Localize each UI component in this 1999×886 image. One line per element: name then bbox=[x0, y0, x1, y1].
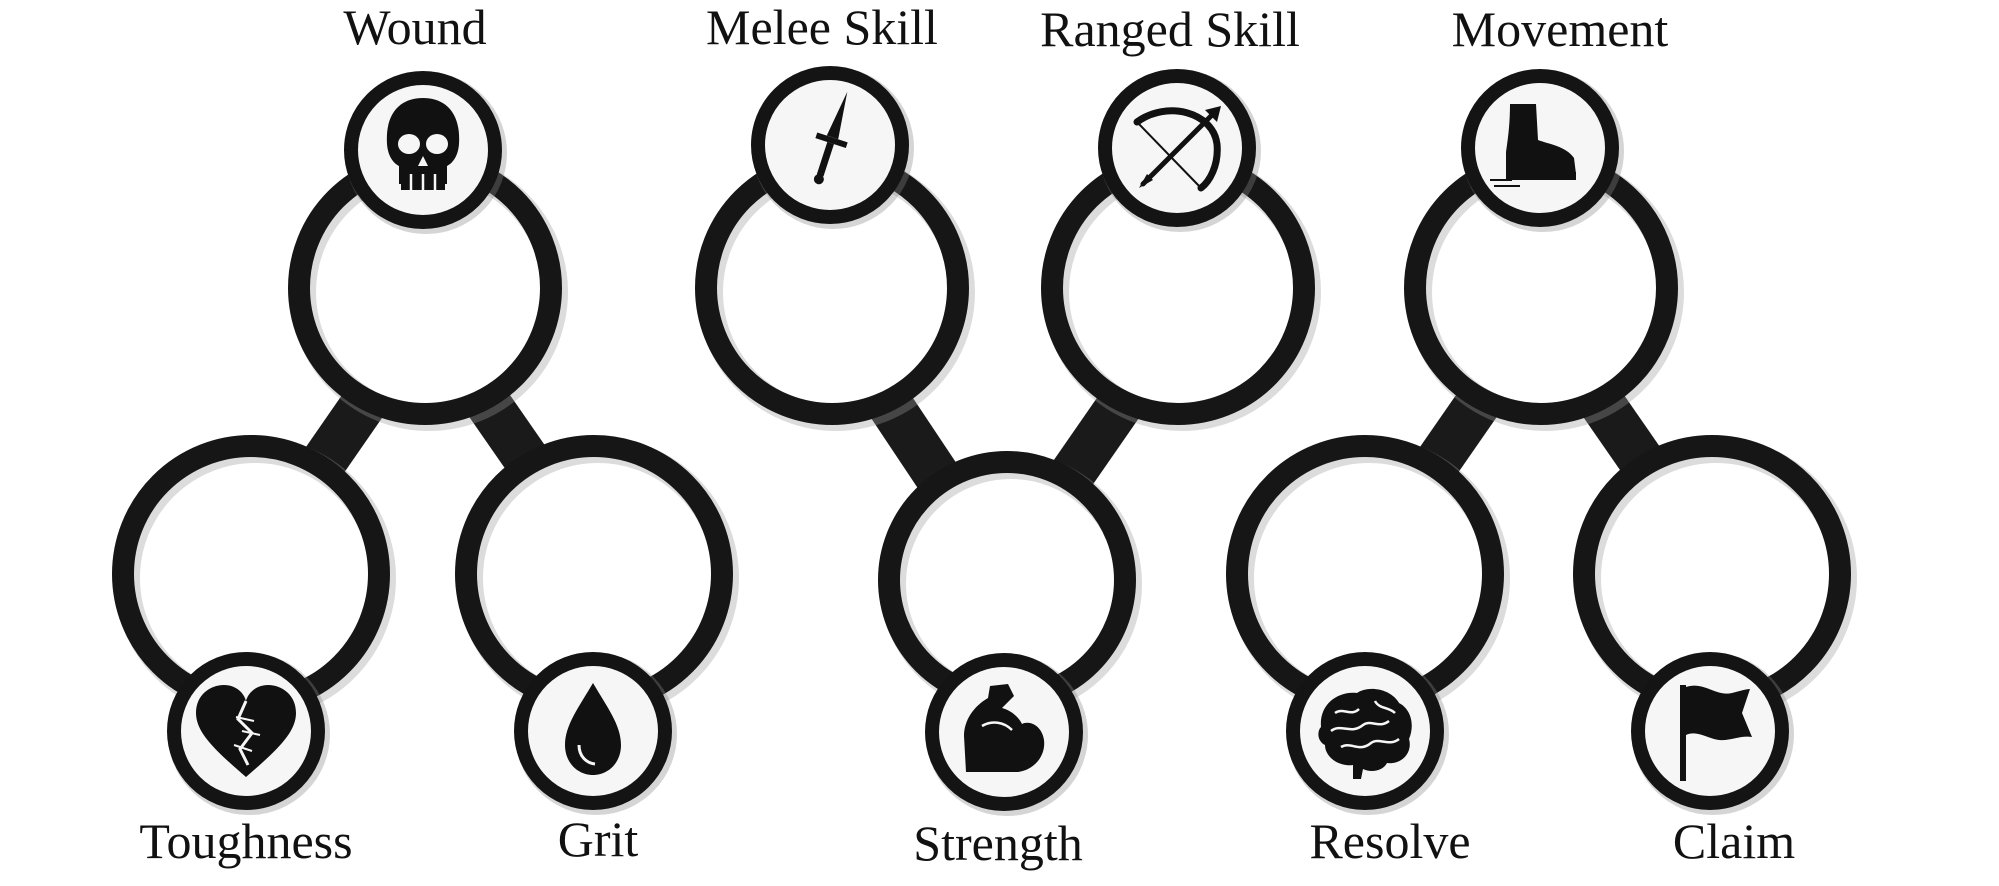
broken-heart-icon bbox=[196, 685, 296, 777]
labels: Wound Melee Skill Ranged Skill Movement … bbox=[139, 0, 1795, 871]
label-claim: Claim bbox=[1673, 813, 1795, 869]
label-ranged-skill: Ranged Skill bbox=[1040, 1, 1300, 57]
badge-melee-skill[interactable] bbox=[751, 66, 914, 229]
rings bbox=[112, 151, 1857, 719]
skull-icon bbox=[386, 98, 460, 190]
badge-resolve[interactable] bbox=[1286, 652, 1449, 815]
dagger-icon bbox=[813, 91, 848, 185]
badge-ranged-skill[interactable] bbox=[1098, 69, 1261, 232]
bow-icon bbox=[1133, 106, 1221, 192]
label-resolve: Resolve bbox=[1309, 813, 1470, 869]
badge-claim[interactable] bbox=[1631, 652, 1794, 815]
connector-melee-strength bbox=[870, 392, 960, 493]
boot-icon bbox=[1490, 104, 1576, 187]
label-strength: Strength bbox=[913, 815, 1082, 871]
brain-icon bbox=[1318, 688, 1412, 779]
label-melee-skill: Melee Skill bbox=[706, 0, 938, 55]
flexed-arm-icon bbox=[964, 684, 1045, 772]
badge-strength[interactable] bbox=[925, 653, 1088, 816]
label-movement: Movement bbox=[1452, 1, 1669, 57]
connector-ranged-strength bbox=[1049, 391, 1139, 494]
badge-movement[interactable] bbox=[1461, 69, 1624, 232]
badge-toughness[interactable] bbox=[167, 652, 330, 815]
label-grit: Grit bbox=[558, 811, 639, 867]
badge-wound[interactable] bbox=[344, 71, 507, 234]
label-toughness: Toughness bbox=[139, 813, 352, 869]
drop-icon bbox=[565, 683, 621, 775]
flag-icon bbox=[1680, 685, 1752, 781]
label-wound: Wound bbox=[343, 0, 486, 55]
badge-grit[interactable] bbox=[514, 652, 677, 815]
